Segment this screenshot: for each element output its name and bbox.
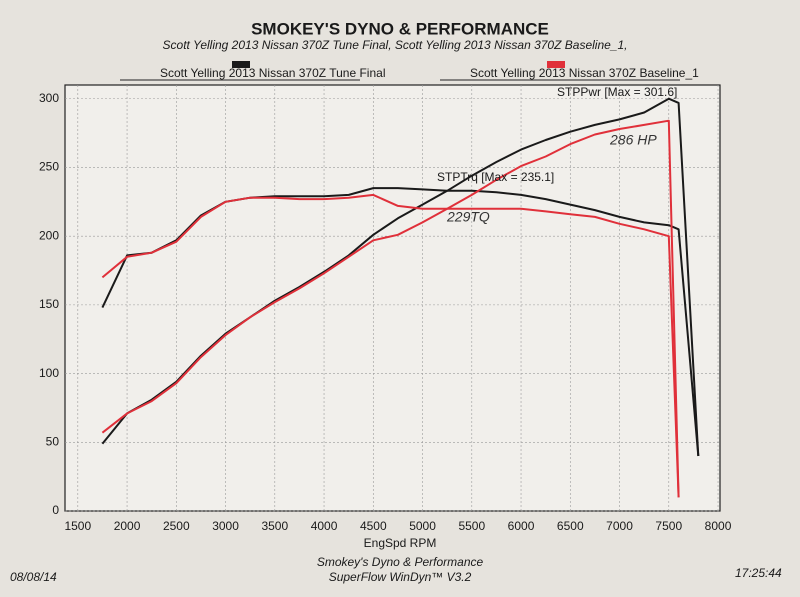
x-tick-label: 6000 (508, 519, 535, 533)
annotation: STPTrq [Max = 235.1] (437, 170, 554, 184)
y-tick-label: 150 (39, 297, 59, 311)
x-tick-label: 5000 (409, 519, 436, 533)
date: 08/08/14 (10, 570, 57, 584)
x-tick-label: 5500 (458, 519, 485, 533)
x-tick-label: 1500 (64, 519, 91, 533)
footer-line: SuperFlow WinDyn™ V3.2 (329, 570, 472, 584)
x-tick-label: 4000 (311, 519, 338, 533)
annotation: STPPwr [Max = 301.6] (557, 85, 677, 99)
x-tick-label: 3000 (212, 519, 239, 533)
legend-label: Scott Yelling 2013 Nissan 370Z Baseline_… (470, 66, 699, 80)
x-tick-label: 2500 (163, 519, 190, 533)
y-tick-label: 300 (39, 91, 59, 105)
x-tick-label: 2000 (114, 519, 141, 533)
x-tick-label: 4500 (360, 519, 387, 533)
power-line (101, 97, 700, 457)
y-tick-label: 250 (39, 160, 59, 174)
y-tick-label: 200 (39, 228, 59, 242)
time: 17:25:44 (735, 566, 782, 580)
y-tick-label: 0 (52, 503, 59, 517)
annotation: 286 HP (609, 132, 657, 148)
x-tick-label: 8000 (705, 519, 732, 533)
chart-title: SMOKEY'S DYNO & PERFORMANCE (251, 19, 549, 38)
y-tick-label: 50 (46, 434, 60, 448)
x-tick-label: 3500 (261, 519, 288, 533)
x-tick-label: 7500 (655, 519, 682, 533)
legend-label: Scott Yelling 2013 Nissan 370Z Tune Fina… (160, 66, 385, 80)
annotation: 229TQ (446, 209, 490, 225)
legend-swatch (547, 61, 565, 68)
torque-line (101, 193, 680, 498)
x-tick-label: 7000 (606, 519, 633, 533)
x-axis-label: EngSpd RPM (364, 536, 437, 550)
plot-area (64, 84, 721, 512)
legend-swatch (232, 61, 250, 68)
power-line (101, 119, 680, 498)
chart-subtitle: Scott Yelling 2013 Nissan 370Z Tune Fina… (163, 38, 628, 52)
y-tick-label: 100 (39, 366, 59, 380)
footer-line: Smokey's Dyno & Performance (317, 555, 484, 569)
x-tick-label: 6500 (557, 519, 584, 533)
